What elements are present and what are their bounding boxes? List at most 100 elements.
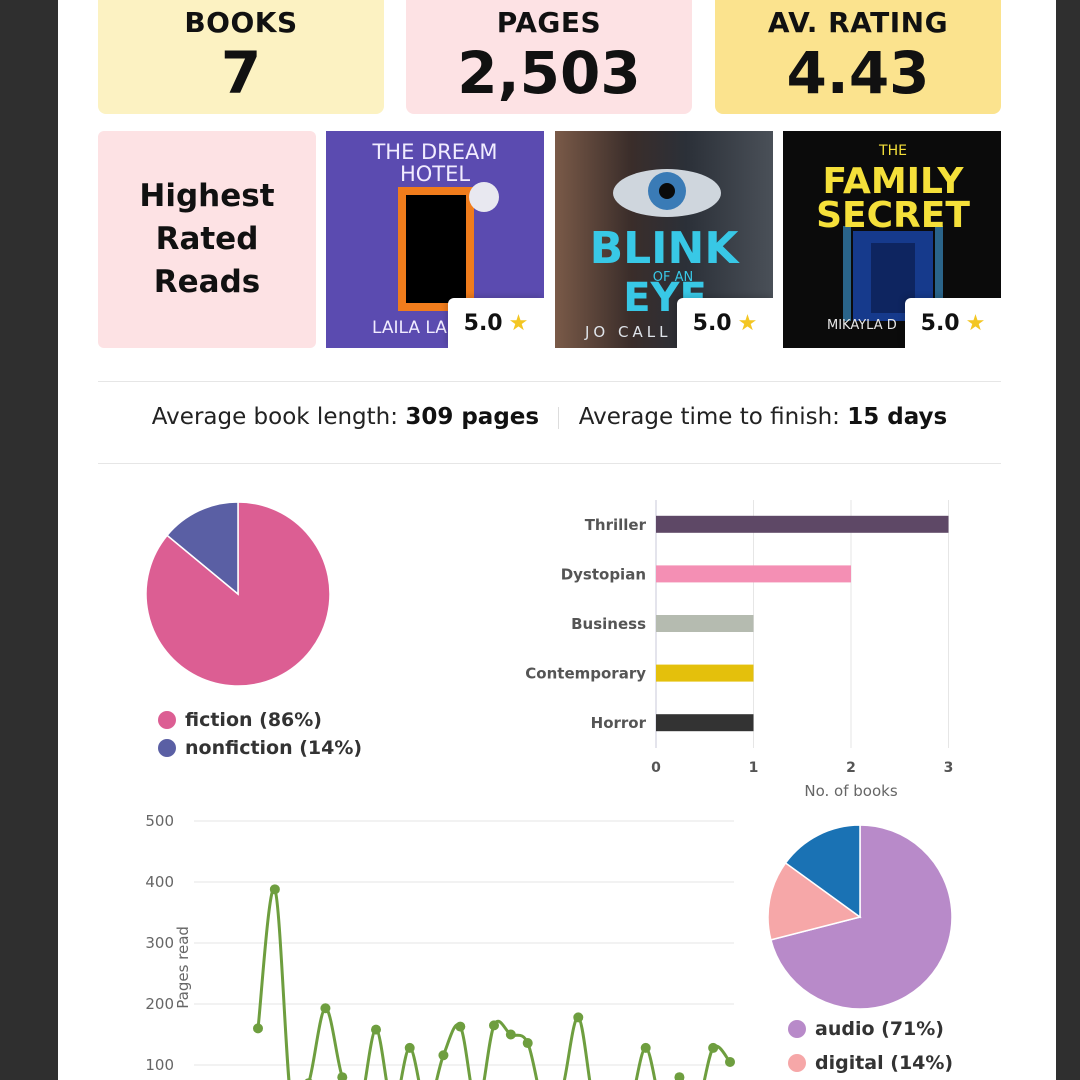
rating-value-1: 5.0 xyxy=(463,310,503,336)
line-y-tick: 200 xyxy=(145,995,174,1013)
rating-stat-card: AV. RATING 4.43 xyxy=(715,0,1001,114)
rating-stat-value: 4.43 xyxy=(786,39,930,107)
book-cover-2-art: BLINK OF AN EYE JO CALL xyxy=(584,169,741,341)
bar-business xyxy=(656,615,754,632)
digital-legend-label: digital (14%) xyxy=(815,1052,954,1074)
pages-read-point xyxy=(371,1024,381,1035)
bar-category-label: Horror xyxy=(591,714,647,732)
divider-top xyxy=(98,381,1001,382)
highest-rated-line-1: Highest xyxy=(139,178,275,214)
pages-stat-value: 2,503 xyxy=(457,39,641,107)
book-cover-2[interactable]: BLINK OF AN EYE JO CALL 5.0 ★ xyxy=(555,131,773,348)
fiction-legend-label: fiction (86%) xyxy=(185,709,322,731)
book-cover-1[interactable]: THE DREAM HOTEL LAILA LA 5.0 ★ xyxy=(326,131,544,348)
legend-item-fiction: fiction (86%) xyxy=(158,706,362,734)
cover-2-title-line-1: BLINK xyxy=(590,223,741,274)
line-y-tick: 400 xyxy=(145,873,174,891)
genre-type-pie-chart xyxy=(145,501,331,687)
averages-row: Average book length: 309 pages Average t… xyxy=(98,404,1001,430)
line-y-axis-label: Pages read xyxy=(174,926,192,1009)
bar-category-label: Dystopian xyxy=(561,565,646,583)
line-y-tick: 100 xyxy=(145,1056,174,1074)
bar-contemporary xyxy=(656,664,754,682)
pages-read-point xyxy=(269,884,280,895)
bar-x-tick: 2 xyxy=(846,760,856,776)
rating-badge-1: 5.0 ★ xyxy=(448,298,544,348)
genre-bar-chart: Thriller Dystopian Business Contemporary Hor… xyxy=(525,500,954,800)
cover-1-title-line-1: THE DREAM xyxy=(371,140,497,164)
divider-bottom xyxy=(98,463,1001,464)
averages-separator xyxy=(558,406,560,429)
genre-type-slice-1 xyxy=(166,501,239,596)
pages-read-point xyxy=(725,1056,735,1067)
cover-2-title-line-2: OF AN xyxy=(653,270,693,285)
cover-3-author: MIKAYLA D xyxy=(827,318,897,333)
rating-stat-label: AV. RATING xyxy=(767,6,949,39)
pages-read-point xyxy=(337,1072,348,1080)
pages-read-point xyxy=(573,1012,584,1023)
highest-rated-line-3: Reads xyxy=(153,264,261,300)
nonfiction-legend-label: nonfiction (14%) xyxy=(185,737,363,759)
reading-stats-page: BOOKS 7 PAGES 2,503 AV. RATING 4.43 High… xyxy=(58,0,1056,1080)
highest-rated-heading: Highest Rated Reads xyxy=(98,131,316,348)
books-stat-value: 7 xyxy=(220,39,262,107)
bar-horror xyxy=(656,714,754,732)
cover-1-title-line-2: HOTEL xyxy=(400,162,470,186)
rating-value-3: 5.0 xyxy=(920,310,960,336)
bar-x-tick: 3 xyxy=(944,760,954,776)
pages-read-point xyxy=(522,1038,533,1049)
books-stat-label: BOOKS xyxy=(184,6,298,39)
star-icon: ★ xyxy=(965,310,986,336)
pages-read-line-chart: 500 400 300 200 100 Pages read xyxy=(145,812,735,1080)
bar-x-tick: 1 xyxy=(749,760,759,776)
bar-category-label: Thriller xyxy=(585,516,647,534)
pages-read-point xyxy=(320,1003,331,1014)
nonfiction-legend-dot xyxy=(158,739,176,757)
pages-read-point xyxy=(438,1050,449,1061)
star-icon: ★ xyxy=(737,310,758,336)
rating-badge-3: 5.0 ★ xyxy=(905,298,1001,348)
genre-type-legend: fiction (86%) nonfiction (14%) xyxy=(158,706,362,762)
pages-read-point xyxy=(674,1072,685,1080)
pages-read-point xyxy=(505,1029,516,1040)
format-legend: audio (71%) digital (14%) xyxy=(788,1012,953,1080)
bar-category-label: Contemporary xyxy=(525,665,646,683)
bar-x-axis-label: No. of books xyxy=(804,782,897,800)
book-cover-3[interactable]: THE FAMILY SECRET MIKAYLA D 5.0 ★ xyxy=(783,131,1001,348)
pages-read-point xyxy=(404,1042,415,1053)
cover-3-title-line-3: SECRET xyxy=(816,195,970,236)
pages-stat-label: PAGES xyxy=(496,6,602,39)
audio-legend-dot xyxy=(788,1020,806,1038)
highest-rated-line-2: Rated xyxy=(155,221,259,257)
format-pie-chart xyxy=(767,824,953,1010)
cover-3-title-line-1: THE xyxy=(878,143,907,159)
avg-time-value: 15 days xyxy=(847,404,948,430)
legend-item-nonfiction: nonfiction (14%) xyxy=(158,734,362,762)
digital-legend-dot xyxy=(788,1054,806,1072)
format-slice-1 xyxy=(767,861,862,941)
book-cover-1-art: THE DREAM HOTEL LAILA LA xyxy=(371,140,499,338)
audio-legend-label: audio (71%) xyxy=(815,1018,944,1040)
pages-read-point xyxy=(489,1020,499,1031)
rating-badge-2: 5.0 ★ xyxy=(677,298,773,348)
line-y-tick: 500 xyxy=(145,812,174,830)
pages-read-point xyxy=(253,1023,263,1034)
pages-read-series-line xyxy=(256,887,732,1080)
rating-value-2: 5.0 xyxy=(692,310,732,336)
books-stat-card: BOOKS 7 xyxy=(98,0,384,114)
fiction-legend-dot xyxy=(158,711,176,729)
bar-dystopian xyxy=(656,565,851,583)
legend-item-audio: audio (71%) xyxy=(788,1012,953,1046)
pages-stat-card: PAGES 2,503 xyxy=(406,0,692,114)
cover-2-author: JO CALL xyxy=(584,323,671,341)
avg-time-label: Average time to finish: xyxy=(578,404,840,430)
bar-thriller xyxy=(656,515,949,533)
pages-read-point xyxy=(455,1021,466,1032)
legend-item-digital: digital (14%) xyxy=(788,1046,953,1080)
line-y-tick: 300 xyxy=(145,934,174,952)
bar-x-tick: 0 xyxy=(651,760,661,776)
star-icon: ★ xyxy=(508,310,529,336)
cover-3-title-line-2: FAMILY xyxy=(823,161,965,202)
genre-type-slice-0 xyxy=(145,501,331,687)
format-slice-2 xyxy=(784,824,861,919)
